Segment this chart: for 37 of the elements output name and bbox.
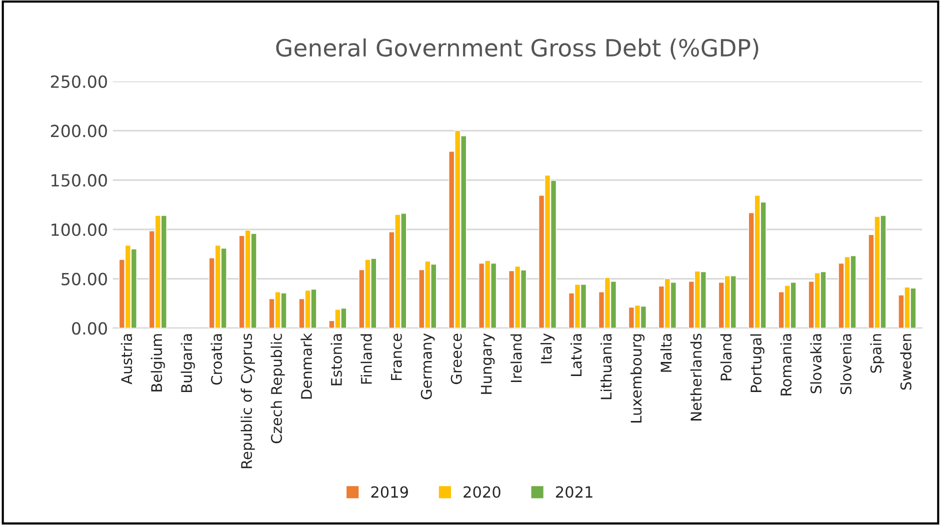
x-tick-label: Germany xyxy=(420,333,435,400)
x-tick-label: Poland xyxy=(720,334,732,380)
x-tick-label: Romania xyxy=(780,334,792,396)
x-tick-label: Finland xyxy=(360,334,372,384)
legend-label: 2020 xyxy=(464,486,500,498)
x-tick-label: Bulgaria xyxy=(180,334,195,392)
x-tick-label: Estonia xyxy=(330,334,342,386)
x-tick-label: Lithuania xyxy=(600,334,612,400)
x-tick-label: Slovenia xyxy=(840,334,852,394)
x-tick-label: Greece xyxy=(450,334,462,384)
x-tick-label: Malta xyxy=(660,334,672,372)
x-tick-label: Latvia xyxy=(570,334,582,376)
x-tick-label: Netherlands xyxy=(690,334,702,420)
x-tick-label: Luxembourg xyxy=(630,334,644,422)
x-tick-label: Spain xyxy=(870,334,884,373)
x-tick-label: Croatia xyxy=(210,334,222,385)
x-tick-label: Belgium xyxy=(150,334,165,392)
x-tick-label: Ireland xyxy=(510,334,522,382)
x-tick-label: Portugal xyxy=(750,334,764,392)
x-tick-label: Austria xyxy=(120,334,132,384)
legend-label: 2019 xyxy=(371,486,408,498)
x-tick-label: Denmark xyxy=(300,333,312,399)
y-tick-label: 0.00 xyxy=(72,322,107,335)
chart-title: General Government Gross Debt (%GDP) xyxy=(276,38,758,60)
x-tick-label: Hungary xyxy=(480,333,495,394)
x-tick-label: Republic of Cyprus xyxy=(240,334,255,468)
y-tick-label: 50.00 xyxy=(62,272,107,286)
x-tick-label: Sweden xyxy=(900,334,912,390)
x-tick-label: Italy xyxy=(540,333,555,364)
y-tick-label: 200.00 xyxy=(50,124,107,138)
y-tick-label: 150.00 xyxy=(52,174,107,187)
y-tick-label: 250.00 xyxy=(50,75,107,88)
y-tick-label: 100.00 xyxy=(52,223,107,236)
x-tick-label: Czech Republic xyxy=(270,334,285,444)
legend-label: 2021 xyxy=(556,486,592,498)
x-tick-label: Slovakia xyxy=(810,334,822,394)
x-tick-label: France xyxy=(391,334,402,380)
